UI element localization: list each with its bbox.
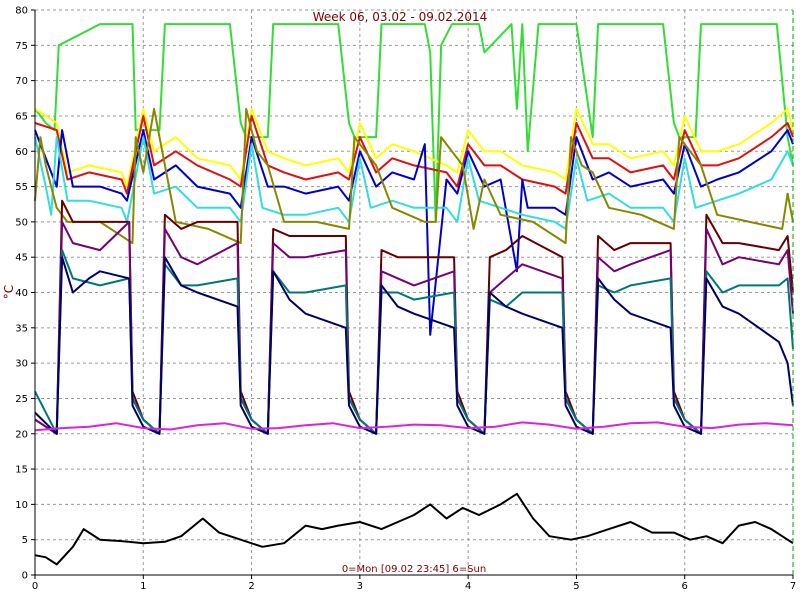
y-tick-label: 15: [15, 465, 28, 476]
x-tick-label: 2: [248, 581, 254, 592]
y-tick-label: 40: [15, 288, 28, 299]
y-tick-label: 35: [15, 323, 28, 334]
grid: [35, 9, 793, 575]
series-line-2: [34, 107, 794, 188]
chart-title: Week 06, 03.02 - 09.02.2014: [313, 10, 488, 24]
series-line-3: [34, 114, 794, 195]
x-tick-label: 5: [573, 581, 579, 592]
y-tick-label: 65: [15, 111, 28, 122]
x-tick-label: 0: [32, 581, 38, 592]
axes: [31, 9, 794, 579]
y-tick-label: 55: [15, 182, 28, 193]
series-line-1: [34, 23, 794, 223]
y-axis-label: °C: [2, 285, 16, 299]
y-tick-label: 60: [15, 147, 28, 158]
series-line-4: [34, 129, 794, 336]
x-tick-label: 3: [357, 581, 363, 592]
series-layer: [34, 23, 794, 566]
y-tick-label: 10: [15, 500, 28, 511]
y-tick-label: 25: [15, 394, 28, 405]
series-line-6: [34, 107, 794, 245]
y-tick-label: 80: [15, 6, 28, 17]
series-line-11: [34, 421, 794, 432]
y-tick-label: 70: [15, 76, 28, 87]
y-tick-label: 0: [22, 571, 28, 582]
y-tick-label: 75: [15, 41, 28, 52]
y-tick-label: 5: [22, 535, 28, 546]
y-tick-label: 50: [15, 217, 28, 228]
series-line-12: [34, 492, 794, 566]
x-tick-label: 4: [465, 581, 471, 592]
x-tick-label: 7: [790, 581, 796, 592]
x-tick-label: 6: [682, 581, 688, 592]
series-line-5: [34, 136, 794, 230]
y-tick-label: 30: [15, 359, 28, 370]
y-tick-label: 20: [15, 429, 28, 440]
x-tick-label: 1: [140, 581, 146, 592]
y-tick-label: 45: [15, 253, 28, 264]
chart-caption: 0=Mon [09.02 23:45] 6=Sun: [342, 564, 486, 575]
